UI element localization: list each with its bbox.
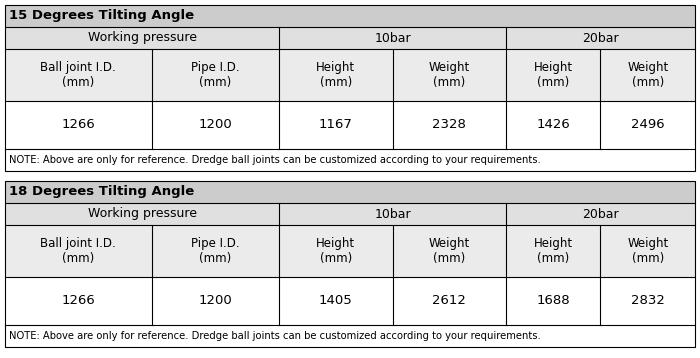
Bar: [5, 325, 695, 347]
Bar: [5, 181, 695, 203]
Text: 2612: 2612: [433, 295, 466, 308]
Text: 1405: 1405: [319, 295, 353, 308]
Text: 1688: 1688: [536, 295, 570, 308]
Text: 2496: 2496: [631, 118, 664, 131]
Text: Height
(mm): Height (mm): [316, 237, 356, 265]
Bar: [5, 5, 695, 27]
Text: Pipe I.D.
(mm): Pipe I.D. (mm): [191, 237, 239, 265]
Bar: [5, 101, 695, 149]
Text: 1200: 1200: [198, 295, 232, 308]
Text: Weight
(mm): Weight (mm): [627, 237, 668, 265]
Text: 20bar: 20bar: [582, 32, 619, 44]
Text: Pipe I.D.
(mm): Pipe I.D. (mm): [191, 61, 239, 89]
Bar: [5, 203, 695, 225]
Text: 10bar: 10bar: [374, 32, 411, 44]
Text: 1266: 1266: [62, 118, 95, 131]
Text: 18 Degrees Tilting Angle: 18 Degrees Tilting Angle: [9, 185, 195, 198]
Bar: [5, 181, 695, 347]
Text: 1266: 1266: [62, 295, 95, 308]
Text: Weight
(mm): Weight (mm): [428, 237, 470, 265]
Bar: [5, 27, 695, 49]
Text: Height
(mm): Height (mm): [533, 237, 573, 265]
Text: 2328: 2328: [433, 118, 466, 131]
Text: Ball joint I.D.
(mm): Ball joint I.D. (mm): [41, 61, 116, 89]
Text: Working pressure: Working pressure: [88, 32, 197, 44]
Text: 1426: 1426: [536, 118, 570, 131]
Bar: [5, 5, 695, 171]
Bar: [5, 149, 695, 171]
Text: 15 Degrees Tilting Angle: 15 Degrees Tilting Angle: [9, 10, 194, 23]
Bar: [5, 225, 695, 277]
Text: 1200: 1200: [198, 118, 232, 131]
Text: Working pressure: Working pressure: [88, 208, 197, 221]
Bar: [5, 49, 695, 101]
Bar: [5, 277, 695, 325]
Text: 1167: 1167: [319, 118, 353, 131]
Text: Height
(mm): Height (mm): [533, 61, 573, 89]
Text: Height
(mm): Height (mm): [316, 61, 356, 89]
Text: 10bar: 10bar: [374, 208, 411, 221]
Text: Weight
(mm): Weight (mm): [428, 61, 470, 89]
Text: Weight
(mm): Weight (mm): [627, 61, 668, 89]
Text: NOTE: Above are only for reference. Dredge ball joints can be customized accordi: NOTE: Above are only for reference. Dred…: [9, 155, 540, 165]
Text: 2832: 2832: [631, 295, 665, 308]
Text: 20bar: 20bar: [582, 208, 619, 221]
Text: NOTE: Above are only for reference. Dredge ball joints can be customized accordi: NOTE: Above are only for reference. Dred…: [9, 331, 540, 341]
Text: Ball joint I.D.
(mm): Ball joint I.D. (mm): [41, 237, 116, 265]
